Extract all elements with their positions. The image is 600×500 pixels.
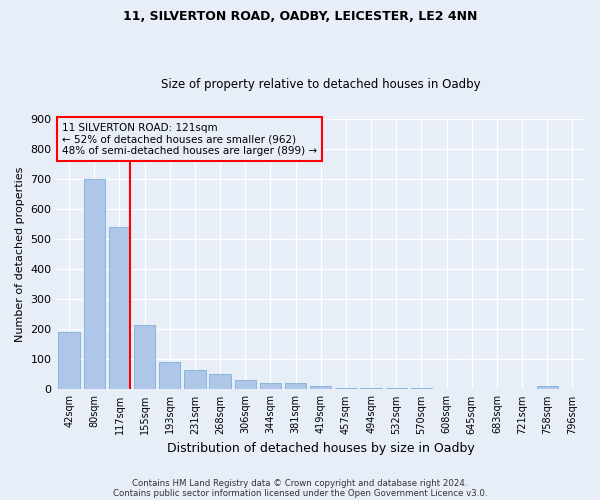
Bar <box>361 388 382 390</box>
Text: 11 SILVERTON ROAD: 121sqm
← 52% of detached houses are smaller (962)
48% of semi: 11 SILVERTON ROAD: 121sqm ← 52% of detac… <box>62 122 317 156</box>
Title: Size of property relative to detached houses in Oadby: Size of property relative to detached ho… <box>161 78 481 91</box>
Text: 11, SILVERTON ROAD, OADBY, LEICESTER, LE2 4NN: 11, SILVERTON ROAD, OADBY, LEICESTER, LE… <box>123 10 477 23</box>
Y-axis label: Number of detached properties: Number of detached properties <box>15 166 25 342</box>
Bar <box>184 370 206 390</box>
Bar <box>83 178 105 390</box>
Bar <box>486 389 508 390</box>
Bar <box>58 332 80 390</box>
Bar <box>562 389 583 390</box>
Text: Contains public sector information licensed under the Open Government Licence v3: Contains public sector information licen… <box>113 488 487 498</box>
Bar <box>310 386 331 390</box>
Bar <box>335 388 356 390</box>
X-axis label: Distribution of detached houses by size in Oadby: Distribution of detached houses by size … <box>167 442 475 455</box>
Bar <box>536 386 558 390</box>
Bar <box>436 389 457 390</box>
Bar <box>109 227 130 390</box>
Bar <box>461 389 482 390</box>
Bar <box>260 384 281 390</box>
Bar <box>209 374 231 390</box>
Bar <box>159 362 181 390</box>
Bar <box>285 384 307 390</box>
Text: Contains HM Land Registry data © Crown copyright and database right 2024.: Contains HM Land Registry data © Crown c… <box>132 478 468 488</box>
Bar <box>386 388 407 390</box>
Bar <box>235 380 256 390</box>
Bar <box>511 389 533 390</box>
Bar <box>411 388 432 390</box>
Bar <box>134 324 155 390</box>
